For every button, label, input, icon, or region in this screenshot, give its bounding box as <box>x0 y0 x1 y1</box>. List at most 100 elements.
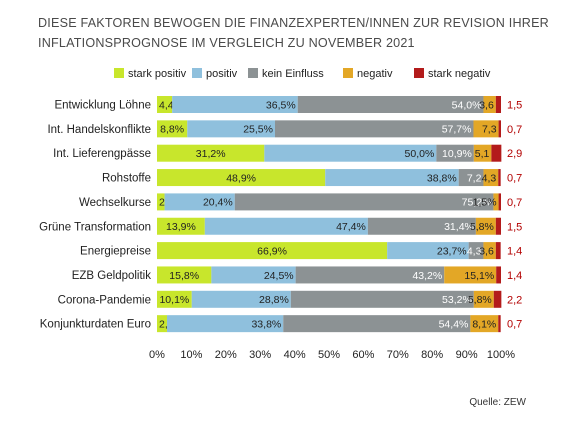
legend-label: kein Einfluss <box>262 68 324 80</box>
data-label: 10,1% <box>159 294 189 306</box>
bar-segment <box>264 144 437 162</box>
data-label: 25,5% <box>243 124 273 136</box>
data-label: 23,7% <box>437 245 467 257</box>
x-tick-label: 60% <box>352 349 374 361</box>
data-label: 31,2% <box>196 148 226 160</box>
source-note: Quelle: ZEW <box>469 397 526 408</box>
category-label: Int. Lieferengpässe <box>53 148 151 160</box>
bar-segment <box>157 242 388 260</box>
data-label: 3,6 <box>479 99 494 111</box>
x-tick-label: 80% <box>421 349 443 361</box>
data-label: 53,2% <box>442 294 472 306</box>
data-label: 8,8% <box>160 124 184 136</box>
bar-segment <box>444 266 497 284</box>
bar-segment <box>211 266 296 284</box>
bar-segment <box>436 144 474 162</box>
legend: stark positiv positiv kein Einfluss negativ… <box>114 68 491 80</box>
data-label: 2,2 <box>507 294 522 306</box>
data-label: 47,4% <box>336 221 366 233</box>
bar-segment <box>493 193 499 211</box>
bar-segment <box>495 96 501 113</box>
bar-segment <box>473 120 499 138</box>
plot-area: Entwicklung Löhne 4,4% 36,5% 54,0%3,6 1,5Int… <box>39 96 522 333</box>
data-label: 5,8% <box>468 294 492 306</box>
category-label: Corona-Pandemie <box>58 294 151 306</box>
bar-segment <box>295 266 445 284</box>
legend-label: stark positiv <box>128 68 187 80</box>
data-label: 48,9% <box>226 172 256 184</box>
data-label: 38,8% <box>427 172 457 184</box>
data-label: 50,0% <box>405 148 435 160</box>
legend-label: negativ <box>357 68 393 80</box>
bar-segment <box>234 193 494 211</box>
bar-segment <box>157 144 265 162</box>
bar-segment <box>166 315 284 333</box>
legend-swatch <box>343 68 353 78</box>
data-label: 54,4% <box>439 318 469 330</box>
x-tick-label: 90% <box>456 349 478 361</box>
data-label: 20,4% <box>203 197 233 209</box>
bar-segment <box>498 169 501 187</box>
x-tick-label: 50% <box>318 349 340 361</box>
bar-segment <box>325 169 459 187</box>
chart-title-line-2: INFLATIONSPROGNOSE IM VERGLEICH ZU NOVEM… <box>38 36 415 50</box>
bar-segment <box>157 193 165 211</box>
bar-segment <box>473 144 492 162</box>
bar-segment <box>157 266 212 284</box>
data-label: 0,7 <box>507 197 522 209</box>
category-label: Entwicklung Löhne <box>54 100 151 112</box>
bar-segment <box>470 315 499 333</box>
legend-swatch <box>114 68 124 78</box>
bar-segment <box>475 217 496 235</box>
data-label: 3,6 <box>479 245 494 257</box>
category-label: Grüne Transformation <box>39 221 151 233</box>
data-label: 4,3 <box>467 245 482 257</box>
data-label: 1,5 <box>507 221 522 233</box>
category-label: Rohstoffe <box>102 173 151 185</box>
bar-segment <box>483 242 496 260</box>
data-label: 0,7 <box>507 173 522 185</box>
bar-segment <box>458 169 484 187</box>
chart-title-line-1: DIESE FAKTOREN BEWOGEN DIE FINANZEXPERTE… <box>38 16 549 30</box>
bar-segment <box>387 242 469 260</box>
data-label: 2,9 <box>507 148 522 160</box>
data-label: 4,3 <box>482 172 497 184</box>
bar-segment <box>498 120 501 138</box>
data-label: 7,3 <box>482 124 497 136</box>
data-label: 5,8% <box>470 221 494 233</box>
data-label: 0,7 <box>507 124 522 136</box>
data-label: 54,0% <box>452 99 482 111</box>
legend-label: stark negativ <box>428 68 491 80</box>
x-axis: 0% 10% 20% 30% 40% 50% 60% 70% 80% 90% 100% <box>149 349 515 361</box>
bar-segment <box>157 169 326 187</box>
data-label: 1,4 <box>507 246 522 258</box>
bar-segment <box>283 315 471 333</box>
x-tick-label: 30% <box>249 349 271 361</box>
bar-segment <box>191 290 291 308</box>
bar-segment <box>498 193 501 211</box>
data-label: 43,2% <box>412 270 442 282</box>
category-label: Wechselkurse <box>79 197 151 209</box>
bar-segment <box>157 96 173 113</box>
bar-segment <box>157 315 167 333</box>
legend-swatch <box>192 68 202 78</box>
data-label: 10,9% <box>442 148 472 160</box>
x-tick-label: 40% <box>284 349 306 361</box>
bar-segment <box>496 266 501 284</box>
data-label: 31,4% <box>444 221 474 233</box>
bar-segment <box>157 290 192 308</box>
bar-segment <box>157 120 188 138</box>
bar-segment <box>274 120 474 138</box>
data-label: 15,8% <box>169 270 199 282</box>
category-label: EZB Geldpolitik <box>72 270 152 282</box>
data-label: 1,5% <box>473 197 497 209</box>
data-label: 33,8% <box>251 318 281 330</box>
data-label: 13,9% <box>166 221 196 233</box>
bar-segment <box>164 193 235 211</box>
data-label: 57,7% <box>442 124 472 136</box>
data-label: 1,4 <box>507 270 522 282</box>
data-label: 5,1 <box>475 148 490 160</box>
data-label: 15,1% <box>464 270 494 282</box>
bar-segment <box>483 169 499 187</box>
x-tick-label: 70% <box>387 349 409 361</box>
